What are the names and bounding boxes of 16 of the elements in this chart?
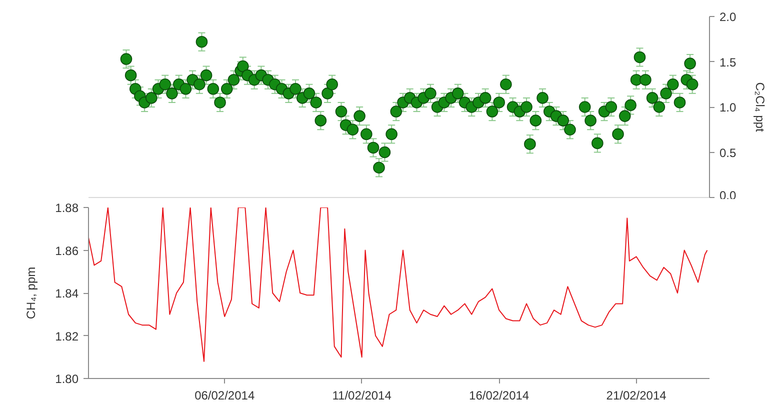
y-tick-label: 1.80 bbox=[55, 372, 79, 386]
y-tick-label: 1.84 bbox=[55, 286, 79, 300]
y2-tick-label: 2.0 bbox=[720, 10, 737, 24]
x-tick-label: 06/02/2014 bbox=[194, 388, 255, 402]
y2-tick-label: 1.0 bbox=[720, 100, 737, 114]
y-axis-title: CH₄, ppm bbox=[24, 266, 38, 320]
x-tick-label: 21/02/2014 bbox=[606, 388, 667, 402]
y2-tick-label: 0.5 bbox=[720, 146, 737, 160]
line-series bbox=[88, 208, 708, 362]
y2-tick-label: 1.5 bbox=[720, 55, 737, 70]
y-tick-label: 1.86 bbox=[55, 244, 79, 258]
y2-axis-title: C₂Cl₄ ppt bbox=[753, 82, 768, 132]
x-tick-label: 11/02/2014 bbox=[332, 388, 392, 402]
x-tick-label: 16/02/2014 bbox=[469, 388, 530, 402]
y-tick-label: 1.82 bbox=[55, 329, 79, 344]
y-tick-label: 1.88 bbox=[55, 201, 79, 215]
